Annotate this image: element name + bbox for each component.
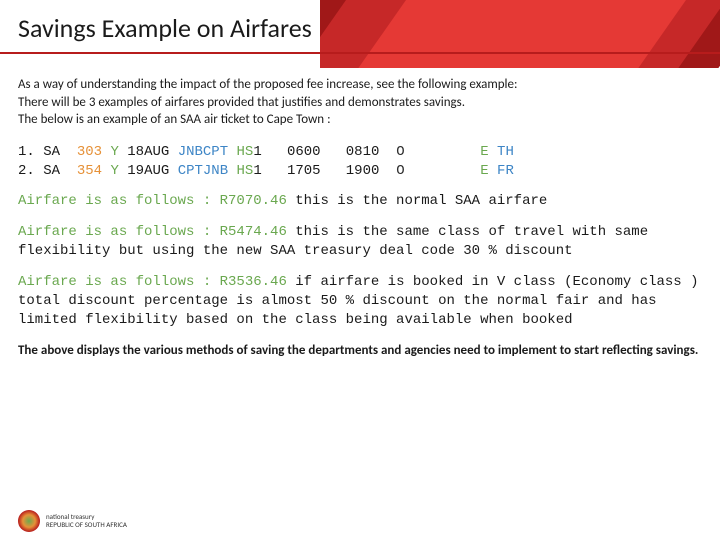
footer-logo: national treasury REPUBLIC OF SOUTH AFRI… [18, 510, 127, 532]
fare-line-1: Airfare is as follows : R7070.46 this is… [18, 192, 702, 211]
flight-e: E [480, 163, 488, 179]
intro-text: As a way of understanding the impact of … [18, 76, 702, 129]
flight-dep: 1705 [287, 163, 321, 179]
flight-num: 1. SA [18, 144, 60, 160]
header-band: Savings Example on Airfares [0, 0, 720, 68]
fare-lead: Airfare is as follows : R5474.46 [18, 224, 287, 240]
flight-dep: 0600 [287, 144, 321, 160]
slide-title: Savings Example on Airfares [18, 12, 312, 44]
flight-hs: HS [237, 163, 254, 179]
outro-text: The above displays the various methods o… [18, 342, 702, 360]
fare-line-3: Airfare is as follows : R3536.46 if airf… [18, 273, 702, 330]
flight-e: E [480, 144, 488, 160]
flight-o: O [396, 144, 404, 160]
flight-class: Y [110, 163, 118, 179]
flight-o: O [396, 163, 404, 179]
flight-route: CPTJNB [178, 163, 228, 179]
footer-line-2: REPUBLIC OF SOUTH AFRICA [46, 521, 127, 529]
flight-hsn: 1 [253, 144, 261, 160]
header-stripes [320, 0, 720, 68]
flight-day: FR [497, 163, 514, 179]
flight-code: 354 [77, 163, 102, 179]
flight-date: 19AUG [127, 163, 169, 179]
coat-of-arms-icon [18, 510, 40, 532]
intro-line-2: There will be 3 examples of airfares pro… [18, 94, 702, 112]
fare-lead: Airfare is as follows : R7070.46 [18, 193, 287, 209]
footer-text: national treasury REPUBLIC OF SOUTH AFRI… [46, 513, 127, 528]
flight-route: JNBCPT [178, 144, 228, 160]
flight-table: 1. SA 303 Y 18AUG JNBCPT HS1 0600 0810 O… [18, 143, 702, 181]
fare-line-2: Airfare is as follows : R5474.46 this is… [18, 223, 702, 261]
flight-day: TH [497, 144, 514, 160]
flight-code: 303 [77, 144, 102, 160]
flight-class: Y [110, 144, 118, 160]
title-underline [0, 52, 720, 54]
intro-line-3: The below is an example of an SAA air ti… [18, 111, 702, 129]
flight-arr: 0810 [346, 144, 380, 160]
flight-hs: HS [237, 144, 254, 160]
flight-date: 18AUG [127, 144, 169, 160]
flight-arr: 1900 [346, 163, 380, 179]
slide-content: As a way of understanding the impact of … [0, 68, 720, 359]
intro-line-1: As a way of understanding the impact of … [18, 76, 702, 94]
flight-num: 2. SA [18, 163, 60, 179]
flight-hsn: 1 [253, 163, 261, 179]
fare-lead: Airfare is as follows : R3536.46 [18, 274, 295, 290]
fare-desc: this is the normal SAA airfare [287, 193, 547, 209]
